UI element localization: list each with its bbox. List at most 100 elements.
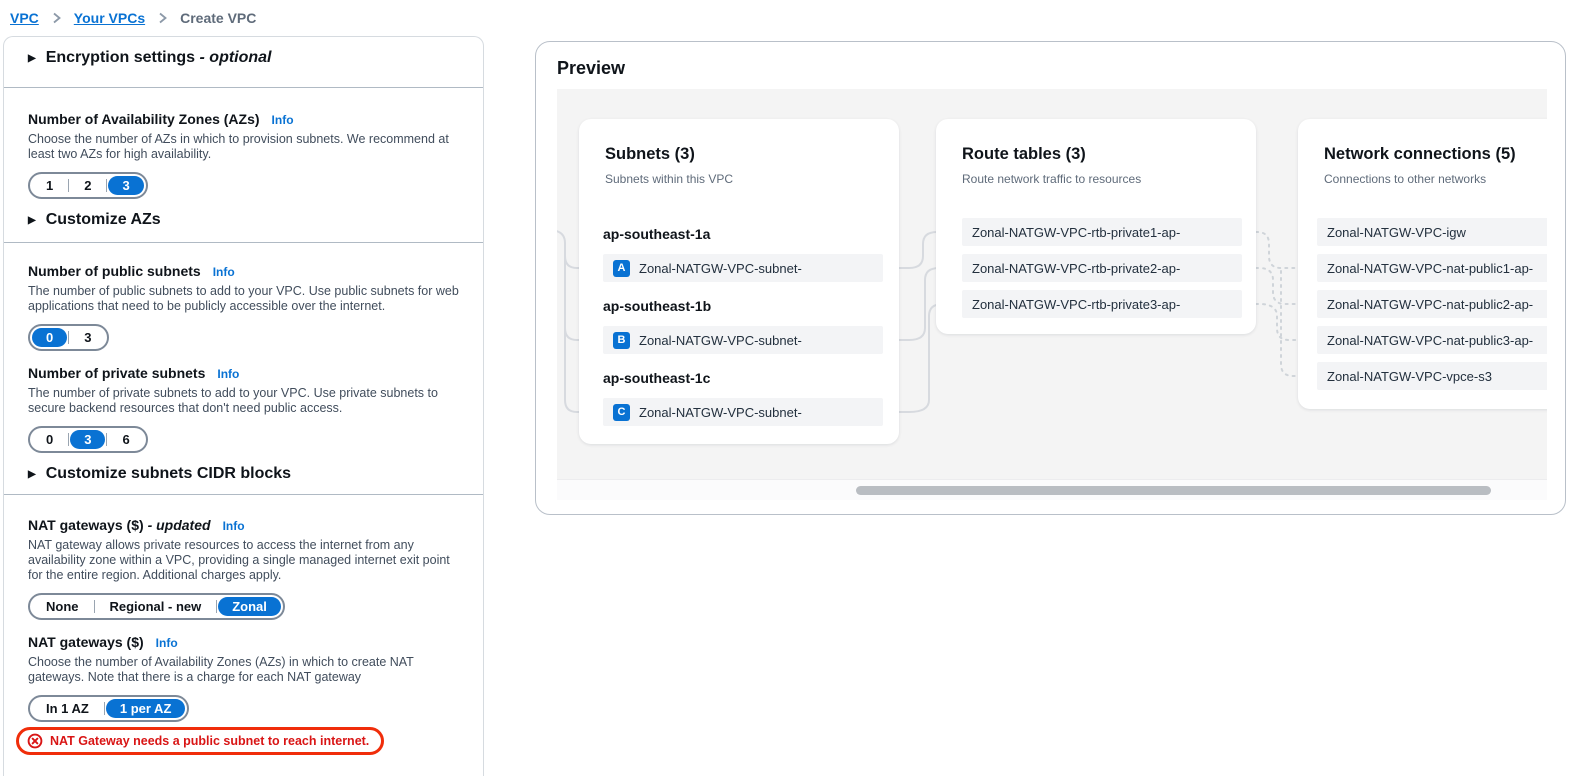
private-subnets-option-0[interactable]: 0 bbox=[46, 432, 54, 447]
breadcrumb: VPC Your VPCs Create VPC bbox=[10, 10, 256, 26]
chevron-right-icon bbox=[51, 12, 62, 24]
connection-item: Zonal-NATGW-VPC-igw bbox=[1317, 218, 1547, 246]
private-subnets-label: Number of private subnets bbox=[28, 365, 206, 381]
subnet-item: A Zonal-NATGW-VPC-subnet- bbox=[603, 254, 883, 282]
az-count-description: Choose the number of AZs in which to pro… bbox=[28, 132, 449, 161]
customize-cidr-expander[interactable]: ▶ Customize subnets CIDR blocks bbox=[28, 465, 465, 483]
connection-item: Zonal-NATGW-VPC-vpce-s3 bbox=[1317, 362, 1547, 390]
chevron-right-icon bbox=[157, 12, 168, 24]
route-table-item: Zonal-NATGW-VPC-rtb-private1-ap- bbox=[962, 218, 1242, 246]
section-subnets: Number of public subnets Info The number… bbox=[4, 243, 483, 495]
nat-count-option-1-per-az[interactable]: 1 per AZ bbox=[105, 699, 186, 718]
segment-separator bbox=[68, 433, 70, 446]
public-subnets-control: 0 3 bbox=[28, 324, 110, 351]
network-connections-card: Network connections (5) Connections to o… bbox=[1298, 119, 1547, 409]
nat-count-control: In 1 AZ 1 per AZ bbox=[28, 695, 190, 722]
private-subnets-description: The number of private subnets to add to … bbox=[28, 386, 438, 415]
private-subnets-option-6[interactable]: 6 bbox=[122, 432, 130, 447]
section-availability-zones: Number of Availability Zones (AZs) Info … bbox=[4, 88, 483, 243]
private-subnets-option-3[interactable]: 3 bbox=[70, 430, 106, 449]
updated-suffix: - updated bbox=[147, 517, 211, 533]
nat-count-info-link[interactable]: Info bbox=[155, 636, 178, 650]
private-subnets-info-link[interactable]: Info bbox=[217, 367, 240, 381]
section-nat-gateways: NAT gateways ($) - updated Info NAT gate… bbox=[4, 495, 483, 759]
preview-title: Preview bbox=[557, 58, 626, 78]
az-count-label: Number of Availability Zones (AZs) bbox=[28, 111, 260, 127]
connection-item: Zonal-NATGW-VPC-nat-public1-ap- bbox=[1317, 254, 1547, 282]
expand-triangle-icon: ▶ bbox=[28, 215, 36, 226]
error-icon bbox=[27, 733, 43, 749]
subnet-badge-a: A bbox=[613, 259, 630, 277]
nat-count-label: NAT gateways ($) bbox=[28, 634, 144, 650]
horizontal-scrollbar-track[interactable] bbox=[557, 479, 1547, 500]
segment-separator bbox=[106, 433, 108, 446]
az-group-label: ap-southeast-1b bbox=[603, 298, 712, 314]
preview-canvas: Subnets (3) Subnets within this VPC ap-s… bbox=[557, 89, 1547, 479]
nat-mode-control: None Regional - new Zonal bbox=[28, 593, 285, 620]
encryption-settings-title: Encryption settings - optional bbox=[45, 49, 272, 66]
nat-count-option-in-1-az[interactable]: In 1 AZ bbox=[46, 701, 89, 716]
subnets-card-subtitle: Subnets within this VPC bbox=[605, 172, 734, 186]
subnet-badge-c: C bbox=[613, 403, 630, 421]
segment-separator bbox=[68, 331, 70, 344]
az-option-3[interactable]: 3 bbox=[108, 176, 144, 195]
route-tables-card: Route tables (3) Route network traffic t… bbox=[936, 119, 1256, 334]
az-group-label: ap-southeast-1a bbox=[603, 226, 711, 242]
subnet-item: B Zonal-NATGW-VPC-subnet- bbox=[603, 326, 883, 354]
customize-azs-title: Customize AZs bbox=[45, 211, 161, 228]
expand-triangle-icon: ▶ bbox=[28, 53, 36, 64]
public-subnets-info-link[interactable]: Info bbox=[212, 265, 235, 279]
section-encryption-settings: ▶ Encryption settings - optional bbox=[4, 37, 483, 88]
az-group-label: ap-southeast-1c bbox=[603, 370, 711, 386]
error-message: NAT Gateway needs a public subnet to rea… bbox=[50, 734, 370, 748]
horizontal-scrollbar-thumb[interactable] bbox=[856, 486, 1491, 495]
nat-mode-label: NAT gateways ($) - updated bbox=[28, 517, 211, 533]
expand-triangle-icon: ▶ bbox=[28, 469, 36, 480]
public-subnets-option-3[interactable]: 3 bbox=[84, 330, 92, 345]
subnet-name: Zonal-NATGW-VPC-subnet- bbox=[639, 404, 802, 420]
encryption-settings-expander[interactable]: ▶ Encryption settings - optional bbox=[28, 49, 465, 67]
subnets-card-title: Subnets (3) bbox=[605, 145, 695, 163]
route-table-item: Zonal-NATGW-VPC-rtb-private2-ap- bbox=[962, 254, 1242, 282]
nat-mode-option-zonal[interactable]: Zonal bbox=[218, 597, 281, 616]
connection-item: Zonal-NATGW-VPC-nat-public3-ap- bbox=[1317, 326, 1547, 354]
nat-mode-info-link[interactable]: Info bbox=[222, 519, 245, 533]
customize-cidr-title: Customize subnets CIDR blocks bbox=[45, 465, 292, 482]
breadcrumb-link-your-vpcs[interactable]: Your VPCs bbox=[73, 10, 146, 26]
nat-mode-option-regional[interactable]: Regional - new bbox=[109, 599, 202, 614]
segment-separator bbox=[103, 702, 105, 715]
connection-item: Zonal-NATGW-VPC-nat-public2-ap- bbox=[1317, 290, 1547, 318]
route-tables-card-subtitle: Route network traffic to resources bbox=[962, 172, 1142, 186]
preview-panel: Preview Subnets (3) Subnets within this bbox=[535, 41, 1566, 515]
az-count-control: 1 2 3 bbox=[28, 172, 148, 199]
segment-separator bbox=[106, 179, 108, 192]
az-info-link[interactable]: Info bbox=[271, 113, 294, 127]
subnets-card: Subnets (3) Subnets within this VPC ap-s… bbox=[579, 119, 899, 444]
subnet-name: Zonal-NATGW-VPC-subnet- bbox=[639, 332, 802, 348]
network-connections-card-title: Network connections (5) bbox=[1324, 145, 1516, 163]
network-connections-card-subtitle: Connections to other networks bbox=[1324, 172, 1487, 186]
breadcrumb-current: Create VPC bbox=[180, 10, 257, 26]
optional-suffix: - optional bbox=[199, 49, 272, 66]
private-subnets-control: 0 3 6 bbox=[28, 426, 148, 453]
route-tables-card-title: Route tables (3) bbox=[962, 145, 1086, 163]
route-table-item: Zonal-NATGW-VPC-rtb-private3-ap- bbox=[962, 290, 1242, 318]
breadcrumb-link-vpc[interactable]: VPC bbox=[10, 10, 39, 26]
customize-azs-expander[interactable]: ▶ Customize AZs bbox=[28, 211, 465, 229]
nat-count-description: Choose the number of Availability Zones … bbox=[28, 655, 414, 684]
az-option-2[interactable]: 2 bbox=[84, 178, 92, 193]
public-subnets-option-0[interactable]: 0 bbox=[32, 328, 68, 347]
nat-mode-option-none[interactable]: None bbox=[46, 599, 79, 614]
nat-gateway-error-banner: NAT Gateway needs a public subnet to rea… bbox=[16, 727, 385, 755]
create-vpc-form-panel: ▶ Encryption settings - optional Number … bbox=[3, 36, 484, 776]
public-subnets-description: The number of public subnets to add to y… bbox=[28, 284, 459, 313]
nat-mode-description: NAT gateway allows private resources to … bbox=[28, 538, 450, 582]
az-option-1[interactable]: 1 bbox=[46, 178, 54, 193]
subnet-badge-b: B bbox=[613, 331, 630, 349]
subnet-name: Zonal-NATGW-VPC-subnet- bbox=[639, 260, 802, 276]
segment-separator bbox=[68, 179, 70, 192]
subnet-item: C Zonal-NATGW-VPC-subnet- bbox=[603, 398, 883, 426]
segment-separator bbox=[93, 600, 95, 613]
public-subnets-label: Number of public subnets bbox=[28, 263, 201, 279]
segment-separator bbox=[216, 600, 218, 613]
